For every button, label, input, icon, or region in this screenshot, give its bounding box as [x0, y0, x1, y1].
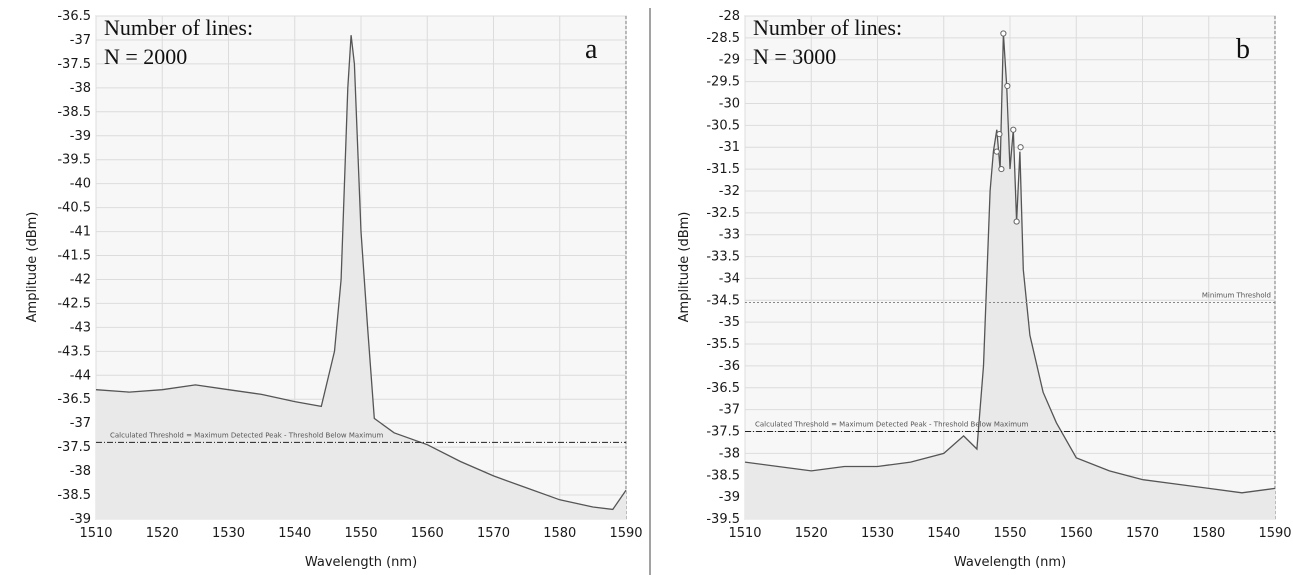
- x-tick-label: 1580: [543, 526, 576, 541]
- minimum-threshold-label-b: Minimum Threshold: [1202, 291, 1271, 299]
- spectrum-fill: [745, 33, 1275, 519]
- y-tick-label: -40.5: [57, 201, 91, 216]
- y-tick-label: -34.5: [706, 293, 740, 308]
- x-tick-label: 1540: [927, 526, 960, 541]
- y-tick-label: -28: [719, 9, 740, 24]
- y-tick-label: -35.5: [706, 337, 740, 352]
- y-tick-label: -40: [70, 177, 91, 192]
- x-tick-label: 1570: [1126, 526, 1159, 541]
- y-tick-label: -37.5: [706, 425, 740, 440]
- peak-markers-b: [993, 30, 1024, 225]
- annotation-line1-b: Number of lines:: [753, 15, 902, 40]
- x-tick-label: 1510: [728, 526, 761, 541]
- y-tick-label: -36: [719, 359, 740, 374]
- y-tick-label: -38.5: [57, 488, 91, 503]
- spectrum-fill: [96, 35, 626, 519]
- x-tick-label: 1540: [278, 526, 311, 541]
- peak-marker: [998, 165, 1005, 173]
- y-tick-label: -29: [719, 53, 740, 68]
- x-tick-label: 1510: [79, 526, 112, 541]
- y-tick-label: -36.5: [706, 381, 740, 396]
- x-tick-label: 1520: [146, 526, 179, 541]
- x-tick-label: 1520: [795, 526, 828, 541]
- x-tick-label: 1550: [344, 526, 377, 541]
- y-tick-label: -37: [70, 416, 91, 431]
- y-tick-label: -28.5: [706, 31, 740, 46]
- y-tick-label: -34: [719, 271, 740, 286]
- y-tick-label: -38.5: [57, 105, 91, 120]
- y-axis-title-a: Amplitude (dBm): [25, 212, 40, 323]
- y-tick-label: -37: [70, 33, 91, 48]
- y-tick-label: -33: [719, 228, 740, 243]
- y-tick-label: -30: [719, 96, 740, 111]
- y-tick-label: -37.5: [57, 440, 91, 455]
- y-tick-label: -42.5: [57, 296, 91, 311]
- y-tick-label: -44: [70, 368, 91, 383]
- y-tick-label: -42: [70, 272, 91, 287]
- calculated-threshold-label-a: Calculated Threshold = Maximum Detected …: [110, 431, 383, 439]
- x-tick-label: 1590: [1258, 526, 1291, 541]
- x-tick-labels-b: 1510 1520 1530 1540 1550 1560 1570 1580 1590: [728, 526, 1291, 541]
- chart-panel-a: -36.5 -37 -37.5 -38 -38.5 -39 -39.5 -40 -40.5 -41…: [25, 9, 643, 570]
- y-tick-labels-a: -36.5 -37 -37.5 -38 -38.5 -39 -39.5 -40 -40.5 -41…: [57, 9, 91, 527]
- peak-marker: [1017, 144, 1024, 151]
- y-tick-label: -36.5: [57, 9, 91, 24]
- y-tick-label: -38: [70, 464, 91, 479]
- y-tick-label: -39.5: [57, 153, 91, 168]
- x-tick-label: 1580: [1192, 526, 1225, 541]
- y-tick-label: -43: [70, 320, 91, 335]
- y-axis-title-b: Amplitude (dBm): [677, 212, 692, 323]
- peak-marker: [993, 148, 1000, 155]
- y-tick-labels-b: -28 -28.5 -29 -29.5 -30 -30.5 -31 -31.5 -32 -32.5…: [706, 9, 740, 527]
- y-tick-label: -39: [719, 490, 740, 505]
- peak-marker: [1013, 218, 1020, 225]
- chart-panel-b: -28 -28.5 -29 -29.5 -30 -30.5 -31 -31.5 -32 -32.5…: [677, 9, 1292, 570]
- x-tick-label: 1570: [477, 526, 510, 541]
- y-tick-label: -37: [719, 403, 740, 418]
- spectrum-line: [95, 35, 627, 511]
- y-tick-label: -32: [719, 184, 740, 199]
- x-axis-title-b: Wavelength (nm): [954, 555, 1066, 570]
- x-tick-label: 1560: [411, 526, 444, 541]
- peak-marker: [1000, 30, 1007, 37]
- y-tick-label: -31.5: [706, 162, 740, 177]
- x-tick-label: 1530: [212, 526, 245, 541]
- panel-label-b: b: [1236, 34, 1250, 65]
- y-tick-label: -29.5: [706, 75, 740, 90]
- y-tick-label: -38: [70, 81, 91, 96]
- peak-marker: [1004, 82, 1011, 90]
- x-axis-title-a: Wavelength (nm): [305, 555, 417, 570]
- y-tick-label: -38: [719, 446, 740, 461]
- x-tick-label: 1550: [993, 526, 1026, 541]
- x-tick-label: 1560: [1060, 526, 1093, 541]
- peak-marker: [1010, 126, 1017, 133]
- spectrum-a: [95, 35, 627, 519]
- y-tick-label: -41.5: [57, 249, 91, 264]
- y-tick-label: -32.5: [706, 206, 740, 221]
- y-tick-label: -37.5: [57, 57, 91, 72]
- y-tick-label: -36.5: [57, 392, 91, 407]
- annotation-line2-a: N = 2000: [104, 44, 187, 69]
- peak-marker: [996, 130, 1003, 138]
- y-tick-label: -39: [70, 129, 91, 144]
- y-tick-label: -43.5: [57, 344, 91, 359]
- y-tick-label: -30.5: [706, 118, 740, 133]
- y-tick-label: -39: [70, 512, 91, 527]
- annotation-line1-a: Number of lines:: [104, 15, 253, 40]
- annotation-line2-b: N = 3000: [753, 44, 836, 69]
- x-tick-labels-a: 1510 1520 1530 1540 1550 1560 1570 1580 1590: [79, 526, 642, 541]
- y-tick-label: -35: [719, 315, 740, 330]
- calculated-threshold-label-b: Calculated Threshold = Maximum Detected …: [755, 421, 1028, 429]
- y-tick-label: -31: [719, 140, 740, 155]
- x-tick-label: 1530: [861, 526, 894, 541]
- y-tick-label: -39.5: [706, 512, 740, 527]
- y-tick-label: -33.5: [706, 250, 740, 265]
- y-tick-label: -41: [70, 225, 91, 240]
- y-tick-label: -38.5: [706, 468, 740, 483]
- panel-label-a: a: [585, 34, 598, 65]
- x-tick-label: 1590: [609, 526, 642, 541]
